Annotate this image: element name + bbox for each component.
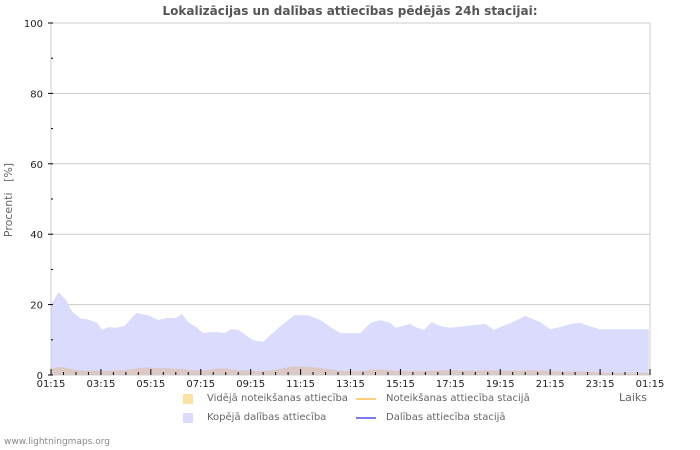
x-tick-label: 21:15: [536, 379, 565, 390]
legend-swatch-icon: [183, 393, 193, 404]
legend-swatch-icon: [183, 412, 193, 423]
series-area: [51, 292, 649, 375]
chart-title: Lokalizācijas un dalības attiecības pēdē…: [162, 4, 538, 18]
legend-item-station-participation: Dalības attiecība stacijā: [356, 412, 506, 423]
legend-label: Dalības attiecība stacijā: [386, 412, 506, 423]
y-tick-label: 60: [30, 160, 43, 171]
legend-item-total-participation: Kopējā dalības attiecība: [183, 412, 326, 423]
x-tick-label: 01:15: [37, 379, 66, 390]
grid-lines: [51, 22, 651, 375]
x-tick-label: 19:15: [486, 379, 515, 390]
x-tick-label: 23:15: [586, 379, 615, 390]
x-tick-label: 03:15: [87, 379, 116, 390]
x-tick-label: 11:15: [286, 379, 315, 390]
x-tick-label: 07:15: [186, 379, 215, 390]
x-tick-label: 15:15: [386, 379, 415, 390]
x-tick-label: 13:15: [336, 379, 365, 390]
axis-labels: 0 20 40 60 80 100 01:15 03:15 05:15 07:15 09:15 11:…: [2, 19, 664, 404]
x-tick-label: 05:15: [136, 379, 165, 390]
legend-line-icon: [356, 416, 376, 419]
y-tick-label: 100: [24, 19, 43, 30]
x-tick-label: 17:15: [436, 379, 465, 390]
x-tick-label: 09:15: [236, 379, 265, 390]
x-tick-label: 01:15: [636, 379, 665, 390]
legend-label: Vidējā noteikšanas attiecība: [207, 393, 348, 404]
y-tick-label: 40: [30, 230, 43, 241]
y-tick-label: 0: [37, 371, 43, 382]
legend-item-station-detection: Noteikšanas attiecība stacijā: [356, 393, 530, 404]
legend-item-avg-detection: Vidējā noteikšanas attiecība: [183, 393, 348, 404]
axes: [48, 22, 651, 376]
y-tick-label: 80: [30, 89, 43, 100]
y-tick-label: 20: [30, 301, 43, 312]
legend-label: Noteikšanas attiecība stacijā: [386, 393, 530, 404]
legend-label: Kopējā dalības attiecība: [207, 412, 327, 423]
x-axis-title: Laiks: [619, 391, 647, 404]
y-axis-title: Procenti [%]: [2, 163, 15, 237]
source-link[interactable]: www.lightningmaps.org: [4, 437, 110, 447]
legend-line-icon: [356, 397, 376, 400]
